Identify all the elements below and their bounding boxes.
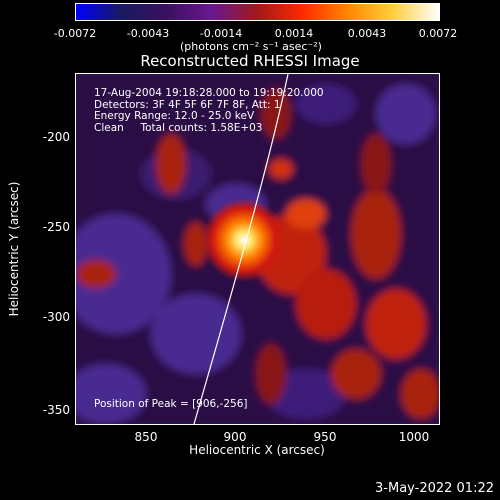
colorbar-tick: 0.0014 — [274, 27, 314, 40]
info-line: Clean Total counts: 1.58E+03 — [94, 121, 263, 134]
info-line: Detectors: 3F 4F 5F 6F 7F 8F, Att: 1 — [94, 98, 281, 111]
flare-peak — [202, 198, 286, 282]
colorbar-tick: -0.0043 — [126, 27, 170, 40]
solar-limb — [193, 74, 289, 424]
rhessi-image: 17-Aug-2004 19:18:28.000 to 19:19:20.000… — [75, 73, 440, 425]
y-tick-label: -350 — [42, 403, 70, 417]
colorbar — [75, 3, 440, 21]
info-line: Energy Range: 12.0 - 25.0 keV — [94, 110, 255, 122]
colorbar-tick: -0.0014 — [199, 27, 243, 40]
x-tick-label: 850 — [134, 430, 158, 444]
y-tick-label: -250 — [42, 220, 70, 234]
colorbar-tick: -0.0072 — [53, 27, 97, 40]
y-tick-label: -300 — [42, 310, 70, 324]
peak-position-label: Position of Peak = [906,-256] — [94, 398, 248, 410]
y-tick-label: -200 — [42, 130, 70, 144]
y-axis-label: Heliocentric Y (arcsec) — [7, 181, 21, 317]
colorbar-tick: 0.0043 — [347, 27, 387, 40]
info-line: 17-Aug-2004 19:18:28.000 to 19:19:20.000 — [94, 87, 324, 99]
x-tick-label: 900 — [223, 430, 247, 444]
image-canvas — [76, 74, 439, 424]
image-title: Reconstructed RHESSI Image — [140, 52, 360, 70]
colorbar-units: (photons cm⁻² s⁻¹ asec⁻²) — [180, 40, 322, 53]
x-tick-label: 950 — [313, 430, 337, 444]
observation-info: 17-Aug-2004 19:18:28.000 to 19:19:20.000… — [94, 87, 324, 134]
colorbar-tick: 0.0072 — [418, 27, 458, 40]
x-axis-label: Heliocentric X (arcsec) — [189, 443, 325, 457]
x-tick-label: 1000 — [398, 430, 430, 444]
footer-date: 3-May-2022 01:22 — [375, 481, 494, 496]
